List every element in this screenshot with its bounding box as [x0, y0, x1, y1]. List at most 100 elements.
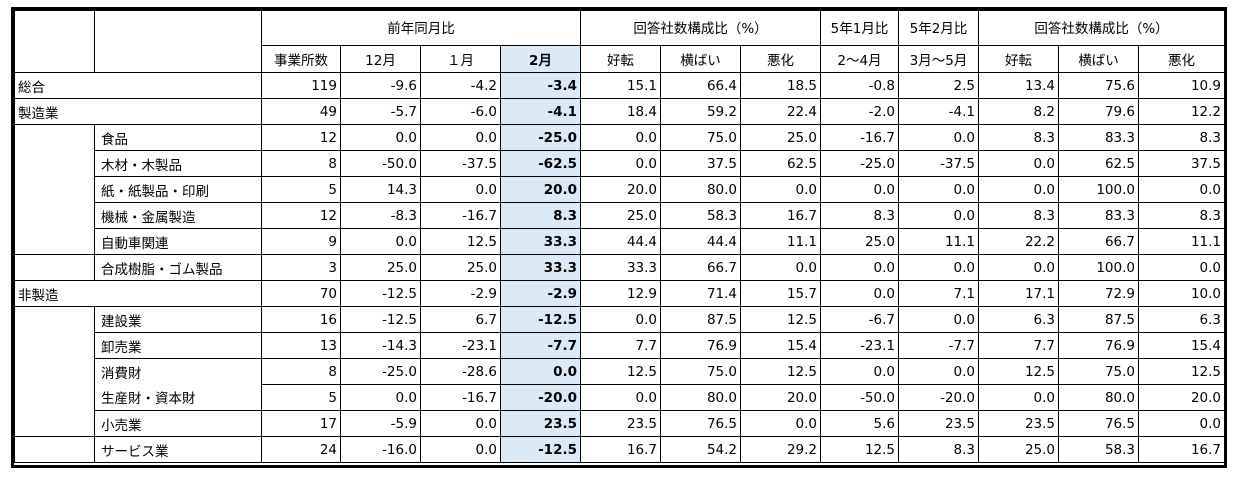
value-cell: 0.0 [898, 202, 979, 229]
value-cell: 0.0 [898, 306, 979, 333]
row-indent-cell [14, 150, 95, 177]
value-cell: 80.0 [660, 176, 741, 203]
value-cell: 0.0 [898, 124, 979, 151]
value-cell: 0.0 [978, 254, 1059, 281]
row-subitem-label: 消費財 [94, 358, 262, 385]
value-cell: -14.3 [340, 332, 421, 359]
value-cell: 0.0 [580, 124, 661, 151]
row-subitem-label: 食品 [94, 124, 262, 151]
value-cell: 0.0 [898, 358, 979, 385]
value-cell: 25.0 [340, 254, 421, 281]
row-subitem-label: サービス業 [94, 436, 262, 463]
value-cell: -16.7 [420, 384, 501, 411]
value-cell: -4.2 [420, 72, 501, 99]
value-cell: 87.5 [660, 306, 741, 333]
table-row: 建設業 16 -12.5 6.7 -12.5 0.0 87.5 12.5 -6.7 0.0 6.3 8… [14, 306, 1225, 333]
header-row-columns: 事業所数 12月 １月 2月 好転 横ばい 悪化 2～4月 3月～5月 好転 横… [14, 45, 1225, 73]
value-cell: 12 [261, 202, 341, 229]
value-cell: -2.0 [820, 98, 899, 125]
value-cell: 66.4 [660, 72, 741, 99]
value-cell: 25.0 [580, 202, 661, 229]
value-cell: 76.9 [1058, 332, 1139, 359]
value-cell: 0.0 [898, 254, 979, 281]
survey-table: 前年同月比 回答社数構成比（%） 5年1月比 5年2月比 回答社数構成比（%） … [14, 10, 1225, 463]
value-cell: 20.0 [500, 176, 581, 203]
value-cell: 37.5 [1138, 150, 1225, 177]
row-subitem-label: 卸売業 [94, 332, 262, 359]
value-cell: 12.5 [420, 228, 501, 255]
value-cell: 5 [261, 384, 341, 411]
value-cell: -7.7 [898, 332, 979, 359]
value-cell: -25.0 [500, 124, 581, 151]
value-cell: -6.7 [820, 306, 899, 333]
value-cell: -50.0 [820, 384, 899, 411]
value-cell: -8.3 [340, 202, 421, 229]
value-cell: 0.0 [420, 176, 501, 203]
value-cell: 7.7 [978, 332, 1059, 359]
value-cell: 87.5 [1058, 306, 1139, 333]
row-indent-cell [14, 202, 95, 229]
value-cell: 8.3 [820, 202, 899, 229]
value-cell: -5.7 [340, 98, 421, 125]
row-subitem-label: 建設業 [94, 306, 262, 333]
value-cell: 75.0 [1058, 358, 1139, 385]
corner-cell-3 [14, 45, 95, 73]
value-cell: 33.3 [500, 254, 581, 281]
value-cell: -25.0 [340, 358, 421, 385]
value-cell: 12.9 [580, 280, 661, 307]
value-cell: -7.7 [500, 332, 581, 359]
value-cell: 14.3 [340, 176, 421, 203]
value-cell: 0.0 [1138, 176, 1225, 203]
col-flat-1: 横ばい [660, 45, 741, 73]
table-row: 食品 12 0.0 0.0 -25.0 0.0 75.0 25.0 -16.7 0.0 8.3 83.… [14, 124, 1225, 151]
value-cell: -62.5 [500, 150, 581, 177]
value-cell: 16.7 [580, 436, 661, 463]
value-cell: 12.5 [580, 358, 661, 385]
value-cell: -9.6 [340, 72, 421, 99]
value-cell: 16 [261, 306, 341, 333]
col-count: 事業所数 [261, 45, 341, 73]
value-cell: -2.9 [420, 280, 501, 307]
value-cell: 0.0 [898, 176, 979, 203]
value-cell: 0.0 [978, 150, 1059, 177]
value-cell: 16.7 [740, 202, 821, 229]
value-cell: 66.7 [1058, 228, 1139, 255]
row-indent-cell [14, 384, 95, 411]
col-period-1: 2～4月 [820, 45, 899, 73]
value-cell: 0.0 [740, 410, 821, 437]
value-cell: 75.0 [660, 124, 741, 151]
value-cell: 18.4 [580, 98, 661, 125]
value-cell: 13 [261, 332, 341, 359]
value-cell: 23.5 [580, 410, 661, 437]
value-cell: 24 [261, 436, 341, 463]
value-cell: 17 [261, 410, 341, 437]
value-cell: 23.5 [898, 410, 979, 437]
value-cell: 0.0 [820, 280, 899, 307]
value-cell: 12.5 [740, 358, 821, 385]
col-flat-2: 横ばい [1058, 45, 1139, 73]
value-cell: 5.6 [820, 410, 899, 437]
value-cell: -12.5 [340, 280, 421, 307]
row-category-label: 製造業 [14, 98, 262, 125]
value-cell: 7.1 [898, 280, 979, 307]
value-cell: 75.0 [660, 358, 741, 385]
value-cell: 62.5 [740, 150, 821, 177]
col-dec: 12月 [340, 45, 421, 73]
value-cell: 8.3 [978, 202, 1059, 229]
value-cell: -4.1 [898, 98, 979, 125]
value-cell: 25.0 [740, 124, 821, 151]
value-cell: 0.0 [978, 384, 1059, 411]
value-cell: -20.0 [500, 384, 581, 411]
col-good-2: 好転 [978, 45, 1059, 73]
value-cell: 12 [261, 124, 341, 151]
value-cell: 0.0 [978, 176, 1059, 203]
value-cell: 0.0 [420, 436, 501, 463]
value-cell: 58.3 [1058, 436, 1139, 463]
value-cell: 59.2 [660, 98, 741, 125]
value-cell: 15.7 [740, 280, 821, 307]
col-bad-2: 悪化 [1138, 45, 1225, 73]
value-cell: 9 [261, 228, 341, 255]
value-cell: -28.6 [420, 358, 501, 385]
value-cell: 0.0 [340, 228, 421, 255]
value-cell: 79.6 [1058, 98, 1139, 125]
